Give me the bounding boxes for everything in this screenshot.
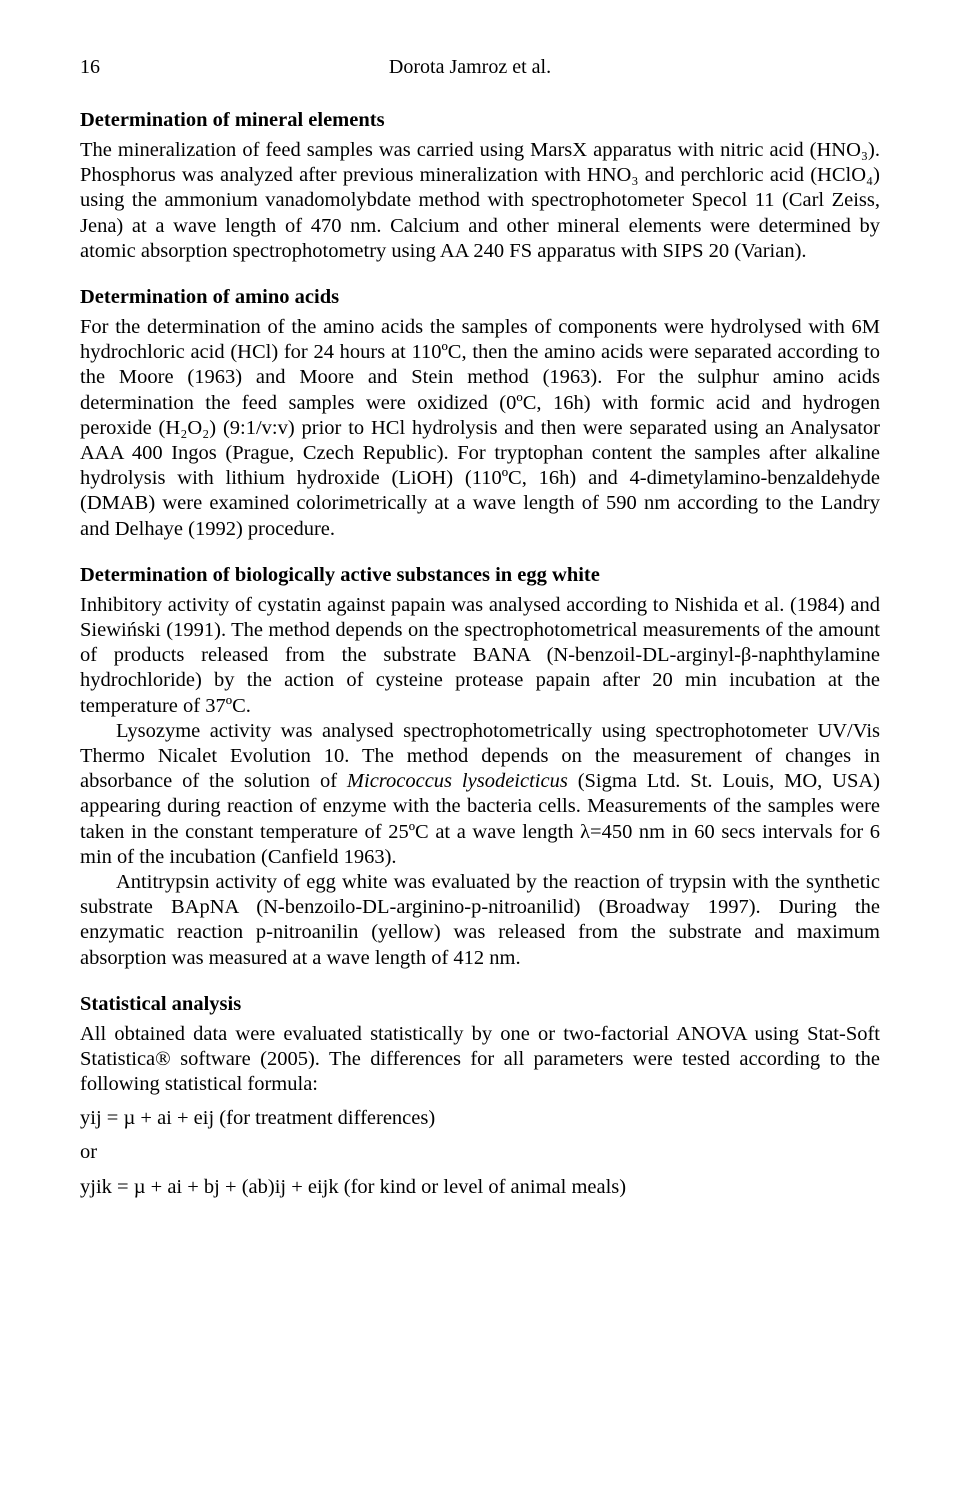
section-heading: Determination of biologically active sub…: [80, 564, 880, 587]
paragraph-text: Inhibitory activity of cystatin against …: [80, 593, 880, 719]
page-header: 16 Dorota Jamroz et al.: [80, 56, 880, 79]
section-heading: Determination of mineral elements: [80, 109, 880, 132]
section-heading: Statistical analysis: [80, 993, 880, 1016]
paragraph-text: The mineralization of feed samples was c…: [80, 138, 880, 264]
paragraph-text: All obtained data were evaluated statist…: [80, 1022, 880, 1098]
paragraph-text: Antitrypsin activity of egg white was ev…: [80, 870, 880, 971]
paragraph-text: Lysozyme activity was analysed spectroph…: [80, 719, 880, 870]
italic-text: Micrococcus lysodeicticus: [347, 770, 568, 792]
section-heading: Determination of amino acids: [80, 286, 880, 309]
section-amino-acids: Determination of amino acids For the det…: [80, 286, 880, 542]
formula-line: yjik = µ + ai + bj + (ab)ij + eijk (for …: [80, 1173, 880, 1202]
header-author: Dorota Jamroz et al.: [60, 56, 880, 79]
section-statistical-analysis: Statistical analysis All obtained data w…: [80, 993, 880, 1202]
section-biologically-active: Determination of biologically active sub…: [80, 564, 880, 971]
paragraph-text: For the determination of the amino acids…: [80, 315, 880, 542]
section-mineral-elements: Determination of mineral elements The mi…: [80, 109, 880, 264]
or-line: or: [80, 1138, 880, 1167]
formula-line: yij = µ + ai + eij (for treatment differ…: [80, 1104, 880, 1133]
